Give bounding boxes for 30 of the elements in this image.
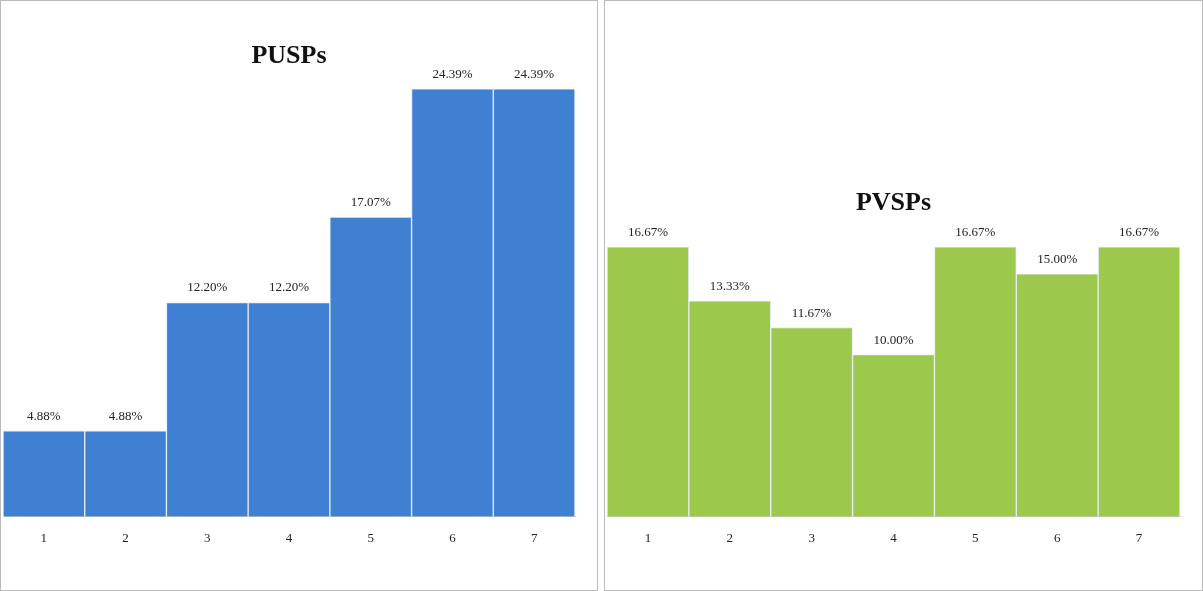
x-tick-label: 6 [449, 529, 457, 545]
data-label: 16.67% [627, 223, 669, 239]
data-label: 11.67% [791, 304, 832, 320]
data-label: 17.07% [350, 194, 391, 210]
chart-title: PVSPs [855, 187, 932, 217]
x-tick-label: 7 [530, 529, 538, 545]
x-tick-label: 2 [122, 529, 129, 545]
x-tick-label: 1 [40, 529, 48, 545]
data-label: 12.20% [268, 279, 310, 295]
x-tick-label: 1 [644, 529, 652, 545]
data-label: 15.00% [1037, 250, 1078, 266]
data-label: 24.39% [432, 65, 473, 81]
data-label: 16.67% [955, 223, 996, 239]
data-label: 4.88% [108, 407, 143, 423]
x-tick-label: 5 [972, 529, 979, 545]
x-tick-label: 4 [285, 529, 293, 545]
x-tick-label: 6 [1053, 529, 1061, 545]
x-tick-label: 3 [808, 529, 815, 545]
x-tick-label: 7 [1135, 529, 1143, 545]
x-tick-label: 5 [367, 529, 374, 545]
data-label: 13.33% [709, 277, 750, 293]
x-tick-label: 3 [204, 529, 211, 545]
data-label: 16.67% [1119, 223, 1160, 239]
data-label: 4.88% [27, 407, 61, 423]
x-tick-label: 2 [726, 529, 734, 545]
chart-title: PUSPs [251, 40, 327, 70]
data-label: 10.00% [873, 331, 914, 347]
x-tick-label: 4 [890, 529, 898, 545]
data-label: 12.20% [187, 279, 228, 295]
data-label: 24.39% [514, 65, 555, 81]
